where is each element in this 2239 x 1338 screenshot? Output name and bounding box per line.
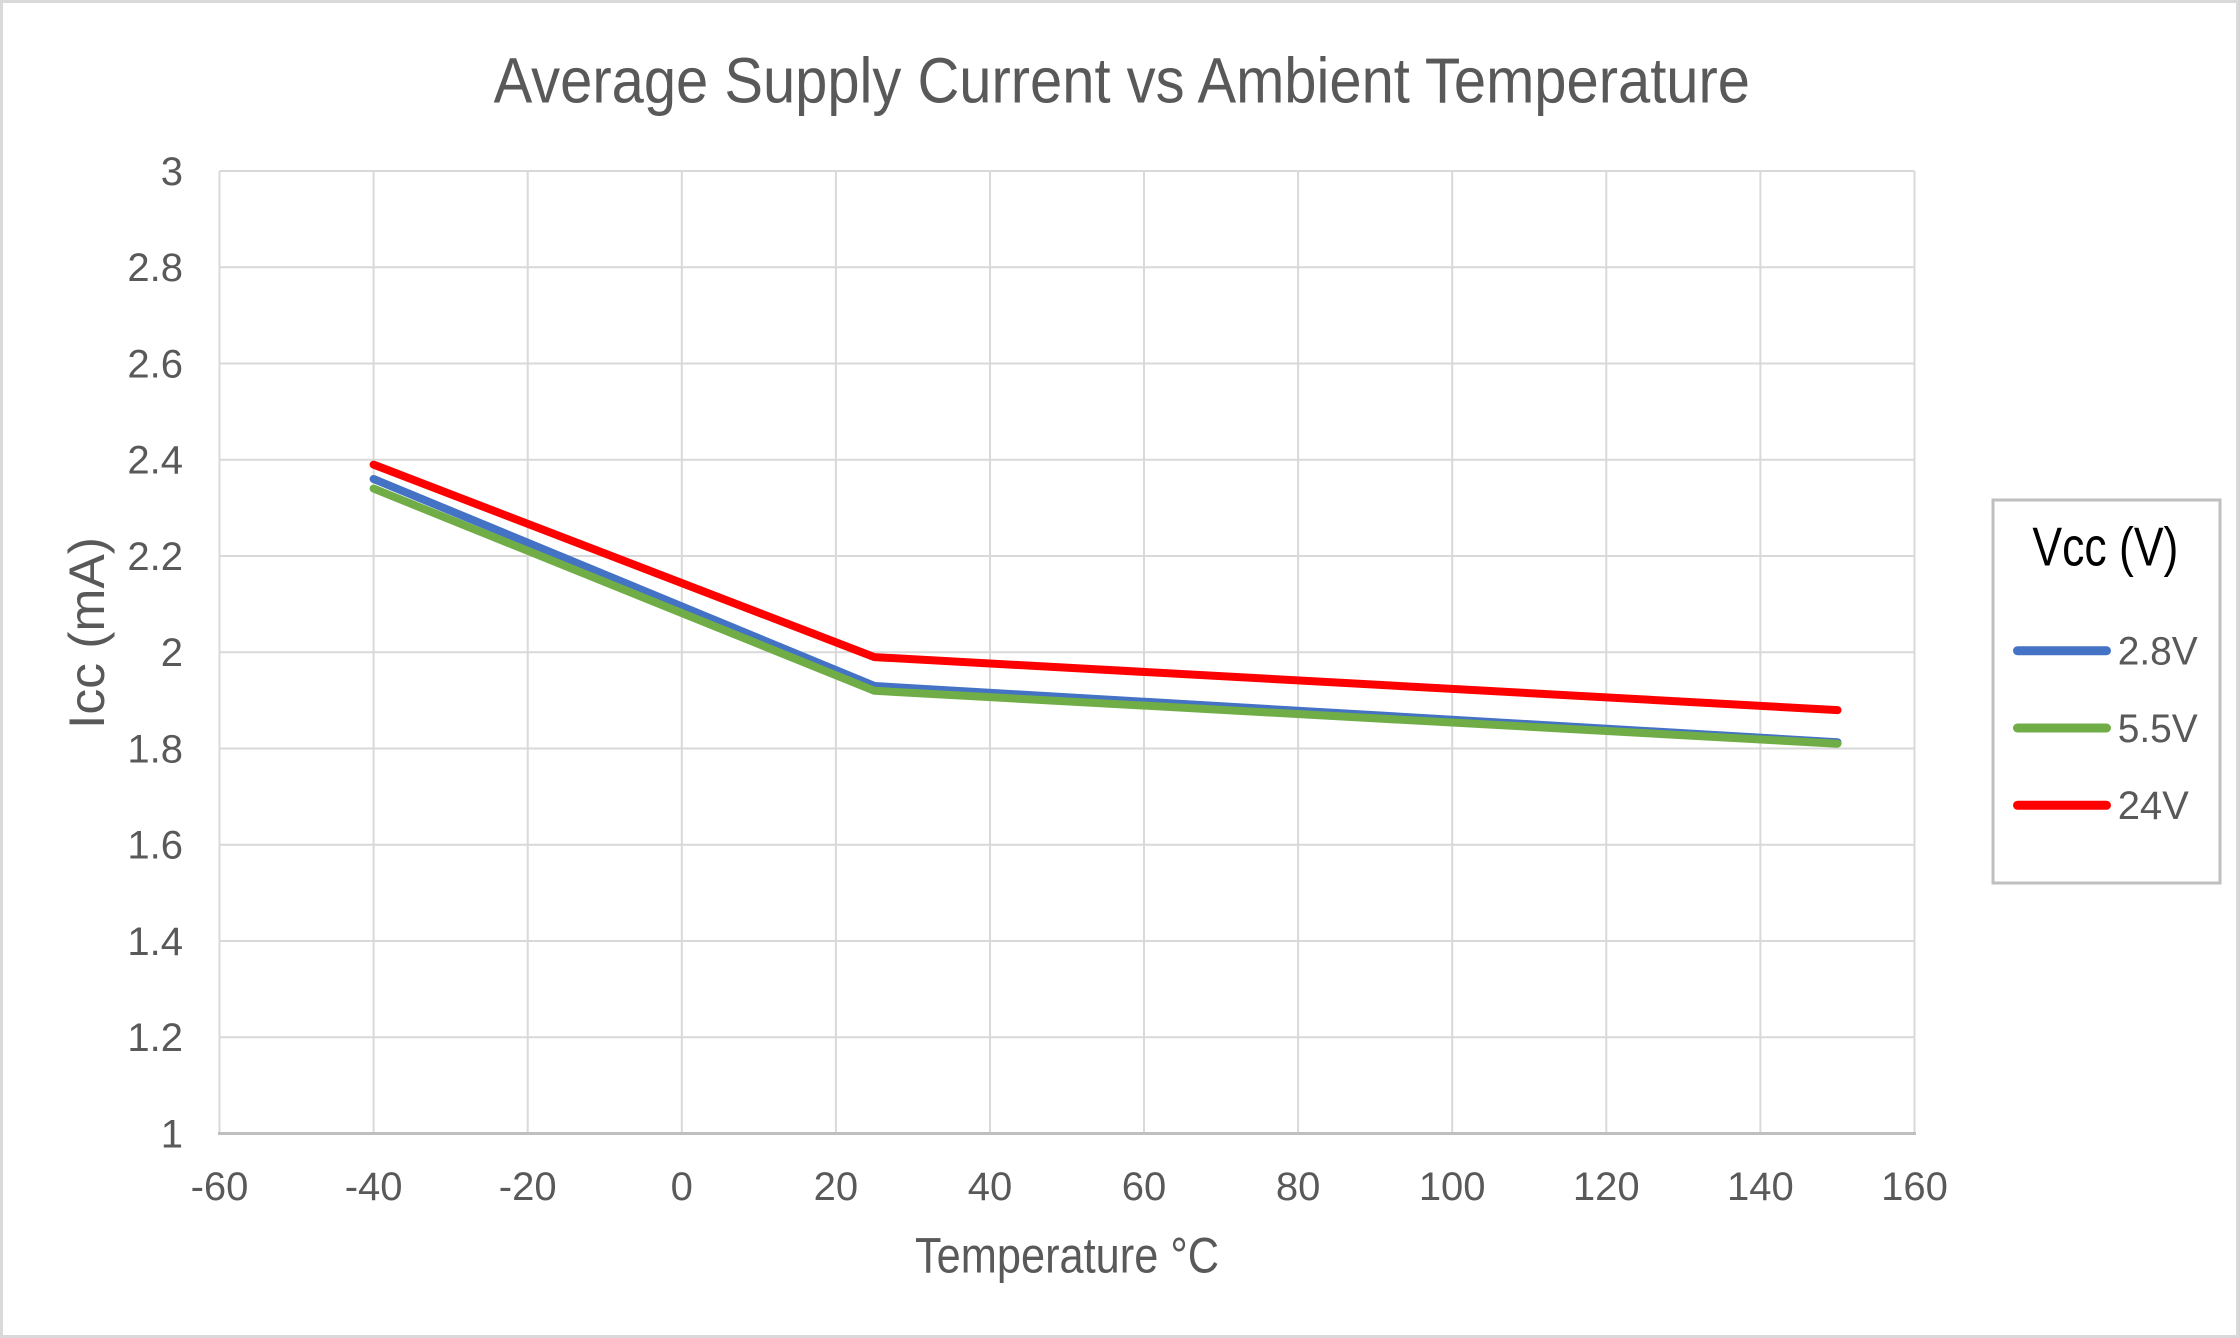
svg-text:5.5V: 5.5V: [2118, 707, 2198, 751]
svg-text:Vcc (V): Vcc (V): [2032, 517, 2178, 578]
svg-text:2.8: 2.8: [127, 246, 183, 290]
svg-text:2.2: 2.2: [127, 535, 183, 579]
svg-text:24V: 24V: [2118, 784, 2189, 828]
svg-text:0: 0: [671, 1165, 693, 1209]
svg-text:1.4: 1.4: [127, 920, 183, 964]
svg-text:1.2: 1.2: [127, 1016, 183, 1060]
svg-text:1.6: 1.6: [127, 824, 183, 868]
svg-text:140: 140: [1727, 1165, 1794, 1209]
svg-text:-20: -20: [499, 1165, 557, 1209]
svg-text:Icc (mA): Icc (mA): [59, 537, 115, 729]
svg-text:20: 20: [814, 1165, 859, 1209]
svg-text:-60: -60: [191, 1165, 249, 1209]
svg-text:160: 160: [1881, 1165, 1948, 1209]
svg-text:2.4: 2.4: [127, 439, 183, 483]
svg-text:40: 40: [968, 1165, 1013, 1209]
svg-text:-40: -40: [345, 1165, 403, 1209]
svg-text:2.6: 2.6: [127, 342, 183, 386]
svg-text:Temperature °C: Temperature °C: [915, 1227, 1219, 1283]
svg-text:2: 2: [161, 631, 183, 675]
svg-text:3: 3: [161, 150, 183, 194]
svg-text:Average Supply Current vs Ambi: Average Supply Current vs Ambient Temper…: [494, 45, 1750, 117]
svg-text:1.8: 1.8: [127, 727, 183, 771]
svg-text:80: 80: [1276, 1165, 1321, 1209]
svg-text:2.8V: 2.8V: [2118, 630, 2198, 674]
svg-text:100: 100: [1419, 1165, 1486, 1209]
svg-text:1: 1: [161, 1112, 183, 1156]
svg-text:60: 60: [1122, 1165, 1167, 1209]
svg-text:120: 120: [1573, 1165, 1640, 1209]
